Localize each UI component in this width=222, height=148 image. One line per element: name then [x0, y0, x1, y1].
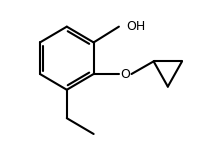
Text: O: O — [120, 67, 130, 81]
Text: OH: OH — [126, 20, 145, 33]
